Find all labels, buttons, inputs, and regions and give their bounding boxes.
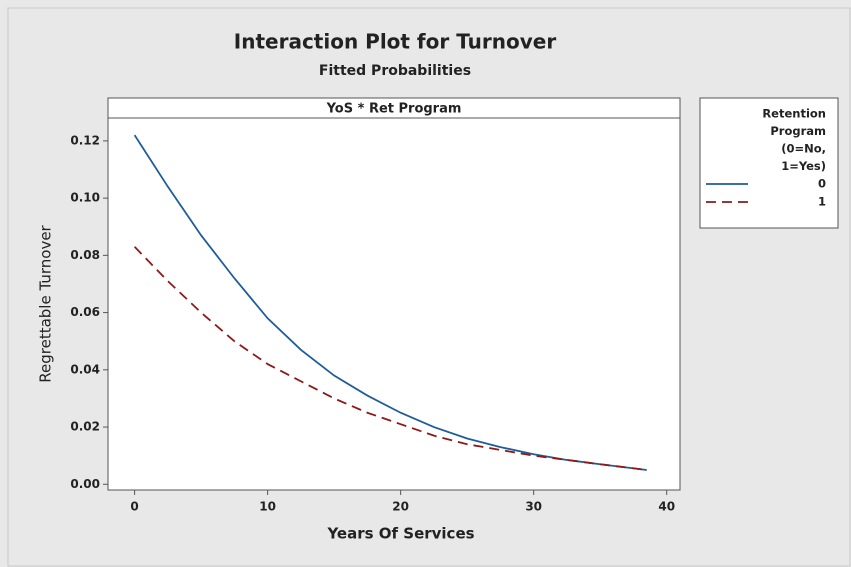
x-tick-label: 10 (259, 500, 276, 514)
legend-box (699, 97, 839, 229)
y-tick-label: 0.00 (70, 477, 100, 491)
y-axis-label: Regrettable Turnover (37, 224, 55, 382)
x-tick-label: 40 (658, 500, 675, 514)
y-tick-label: 0.12 (70, 133, 100, 147)
legend-title: (0=No, (781, 142, 826, 156)
panel-label: YoS * Ret Program (326, 102, 462, 117)
chart-title: Interaction Plot for Turnover (234, 30, 557, 54)
x-axis-label: Years Of Services (326, 525, 474, 543)
legend-title: 1=Yes) (781, 159, 826, 173)
legend-title: Retention (762, 107, 826, 121)
series-line (133, 134, 647, 471)
legend-label: 0 (818, 177, 826, 191)
series-line (133, 246, 647, 471)
y-tick-label: 0.04 (70, 362, 100, 376)
legend-label: 1 (818, 195, 826, 209)
y-tick-label: 0.08 (70, 248, 100, 262)
chart-subtitle: Fitted Probabilities (319, 63, 471, 79)
plot-area (107, 117, 681, 491)
y-tick-label: 0.06 (70, 305, 100, 319)
legend-title: Program (770, 124, 826, 138)
x-tick-label: 20 (392, 500, 409, 514)
y-tick-label: 0.10 (70, 191, 100, 205)
x-tick-label: 0 (130, 500, 138, 514)
x-tick-label: 30 (525, 500, 542, 514)
y-tick-label: 0.02 (70, 420, 100, 434)
